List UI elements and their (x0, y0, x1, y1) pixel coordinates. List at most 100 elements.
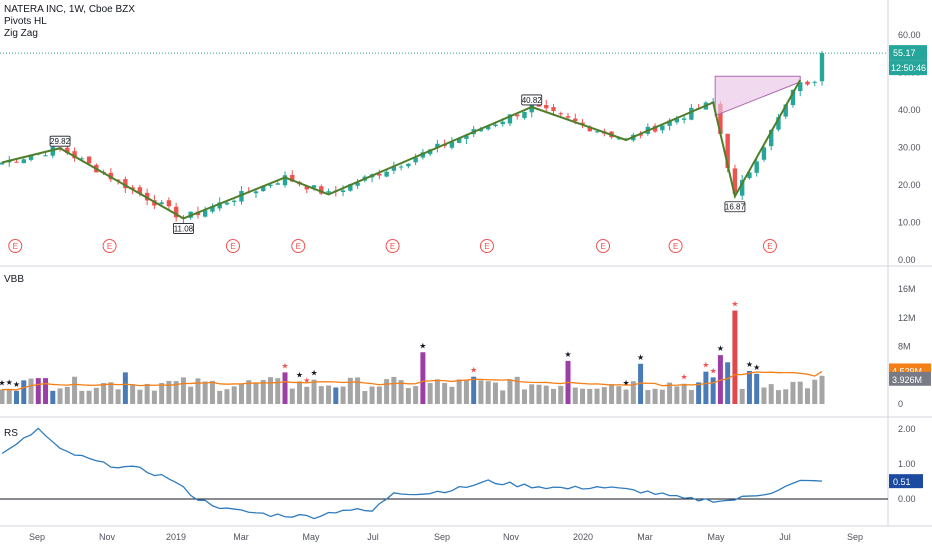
candle-body (304, 186, 309, 190)
earnings-marker-text: E (600, 242, 605, 251)
candle-body (253, 191, 259, 194)
volume-bar (594, 388, 600, 404)
volume-bar (754, 373, 760, 404)
volume-bar (652, 388, 658, 404)
volume-bar (108, 382, 114, 404)
volume-bar (543, 385, 549, 404)
volume-bar (761, 387, 767, 404)
volume-bar (159, 382, 165, 404)
candle-body (558, 113, 563, 115)
candle-body (239, 191, 244, 202)
volume-axis-tick: 0 (898, 399, 903, 409)
volume-bar (500, 390, 506, 404)
candle-body (166, 200, 172, 207)
candle-body (268, 184, 273, 186)
volume-bar (703, 371, 709, 404)
volume-star: ★ (564, 350, 571, 359)
volume-star: ★ (746, 360, 753, 369)
volume-bar (797, 381, 803, 404)
candle-body (413, 157, 418, 163)
volume-star: ★ (419, 341, 426, 350)
earnings-marker (8, 239, 23, 253)
volume-bar (173, 381, 179, 404)
indicator-zigzag-label[interactable]: Zig Zag (4, 28, 38, 39)
volume-bar (696, 382, 702, 404)
candle-body (79, 158, 85, 160)
vbb-title[interactable]: VBB (4, 274, 25, 285)
volume-bar (0, 389, 5, 404)
volume-star: ★ (637, 353, 644, 362)
volume-bar (28, 378, 34, 404)
candle-body (573, 118, 578, 122)
earnings-marker-text: E (296, 242, 301, 251)
volume-bar (725, 362, 731, 404)
pivot-label-box (724, 201, 746, 213)
volume-bar (275, 378, 281, 404)
volume-bar (209, 380, 215, 404)
volume-star: ★ (681, 373, 688, 382)
volume-bar (819, 375, 825, 404)
volume-bar (812, 379, 818, 404)
earnings-marker-text: E (673, 242, 678, 251)
candle-body (725, 133, 730, 169)
candle-body (326, 191, 331, 193)
volume-bar (507, 379, 513, 404)
volume-bar (514, 376, 520, 404)
candle-body (616, 138, 622, 140)
volume-bar (188, 386, 194, 404)
candle-body (159, 202, 164, 205)
volume-average-badge-text: 4.529M (892, 366, 922, 376)
volume-star: ★ (710, 366, 717, 375)
volume-bar (572, 387, 578, 404)
volume-bar (79, 390, 85, 404)
volume-axis-tick: 8M (898, 342, 911, 352)
volume-bar (101, 382, 107, 404)
volume-bar (434, 379, 440, 404)
candle-body (732, 168, 738, 194)
volume-bar (427, 383, 433, 404)
candle-body (406, 163, 411, 167)
time-axis-tick: 2020 (573, 532, 593, 542)
candle-body (790, 89, 796, 106)
volume-bar (21, 380, 27, 404)
candle-body (137, 187, 143, 194)
candle-body (14, 161, 19, 163)
candle-body (776, 117, 781, 130)
volume-star: ★ (622, 379, 629, 388)
rs-badge-text: 0.51 (893, 477, 911, 487)
volume-star: ★ (0, 379, 6, 388)
volume-bar (333, 387, 339, 404)
volume-bar (318, 386, 324, 404)
time-axis-tick: Nov (99, 532, 116, 542)
volume-bar (536, 384, 542, 404)
indicator-pivots-label[interactable]: Pivots HL (4, 16, 47, 27)
volume-bar (93, 387, 99, 404)
volume-bar (376, 386, 382, 404)
candle-body (384, 171, 389, 177)
price-badge (889, 45, 927, 61)
candle-body (86, 156, 92, 164)
volume-bar (630, 381, 636, 404)
volume-star: ★ (6, 378, 13, 387)
time-axis-tick: Mar (637, 532, 653, 542)
volume-bar (529, 384, 535, 404)
time-axis-tick: May (707, 532, 725, 542)
volume-bar (405, 388, 411, 404)
volume-bar (413, 386, 419, 404)
candle-body (667, 120, 672, 126)
price-axis-tick: 60.00 (898, 30, 921, 40)
volume-bar (768, 384, 774, 404)
rs-title[interactable]: RS (4, 428, 18, 439)
pivot-label-box (521, 94, 543, 106)
volume-star: ★ (753, 363, 760, 372)
candle-body (747, 172, 752, 179)
volume-bar (674, 386, 680, 404)
volume-bar (260, 379, 266, 404)
volume-bar (580, 388, 586, 404)
volume-bar (384, 379, 390, 404)
volume-bar (804, 388, 810, 404)
candle-body (0, 162, 5, 165)
candle-body (689, 107, 694, 120)
